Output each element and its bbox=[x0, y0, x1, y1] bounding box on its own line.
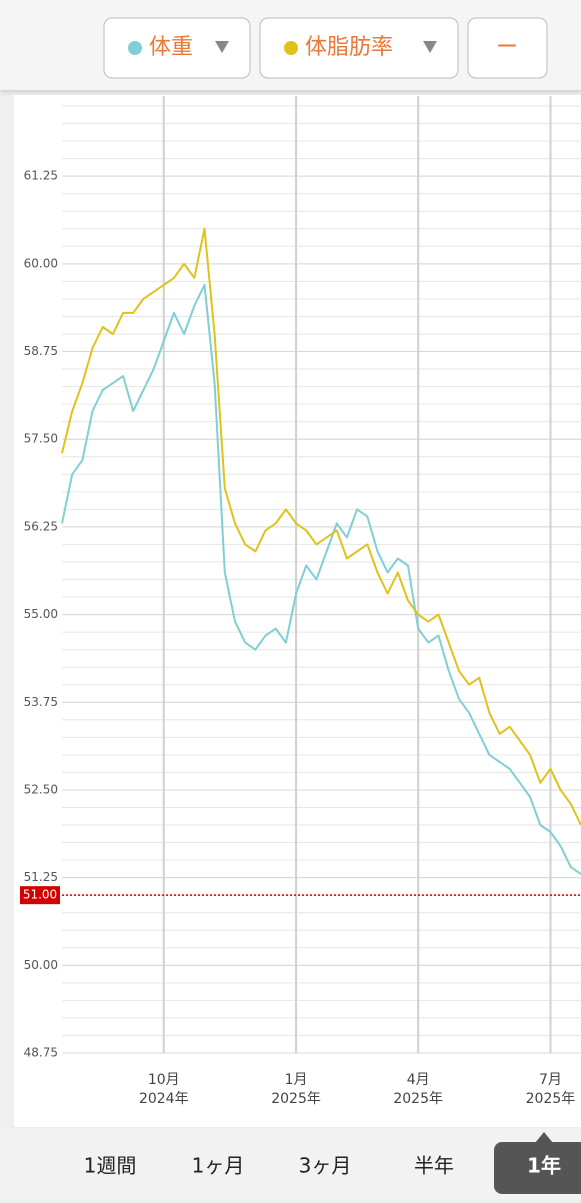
period-bar bbox=[0, 1128, 581, 1199]
y-tick-label: 52.50 bbox=[24, 782, 58, 796]
x-tick-label: 4月 bbox=[407, 1072, 430, 1088]
button-label: ー bbox=[496, 35, 518, 60]
tab-notch bbox=[535, 1132, 553, 1143]
x-tick-label: 2025年 bbox=[526, 1091, 576, 1107]
legend-label: 体脂肪率 bbox=[305, 35, 393, 60]
x-tick-label: 2024年 bbox=[139, 1091, 189, 1107]
period-tabs: 1週間 1ヶ月 3ヶ月 半年 1年 bbox=[84, 1132, 581, 1194]
extra-button[interactable]: ー bbox=[467, 17, 548, 79]
series-line bbox=[61, 283, 581, 875]
y-tick-label: 56.25 bbox=[24, 519, 58, 533]
plot: 48.75 50.00 51.25 52.50 53.75 55.00 56.25 57.50… bbox=[20, 96, 581, 1107]
y-tick-label: 50.00 bbox=[24, 958, 58, 972]
legend-label: 体重 bbox=[149, 35, 193, 60]
x-tick-label: 10月 bbox=[148, 1072, 180, 1088]
y-tick-label: 48.75 bbox=[24, 1046, 58, 1060]
selected-tab bbox=[494, 1142, 581, 1194]
period-tab[interactable]: 3ヶ月 bbox=[299, 1154, 352, 1178]
y-tick-label: 61.25 bbox=[24, 169, 58, 183]
period-tab[interactable]: 1年 bbox=[527, 1154, 561, 1178]
reference-label: 51.00 bbox=[23, 888, 57, 902]
x-tick-label: 2025年 bbox=[271, 1091, 321, 1107]
x-tick-label: 1月 bbox=[285, 1072, 308, 1088]
y-tick-label: 60.00 bbox=[24, 256, 58, 270]
legend-dot bbox=[284, 41, 298, 55]
button-frame bbox=[103, 17, 251, 79]
button-frame bbox=[467, 17, 548, 79]
series-line bbox=[61, 227, 581, 826]
x-tick-label: 7月 bbox=[539, 1072, 562, 1088]
chart-card bbox=[14, 95, 581, 1127]
dropdown-arrow bbox=[215, 41, 229, 53]
period-tab[interactable]: 1ヶ月 bbox=[192, 1154, 245, 1178]
series-0-button[interactable]: 体重 bbox=[103, 17, 251, 79]
x-tick-label: 2025年 bbox=[393, 1091, 443, 1107]
dropdown-arrow bbox=[423, 41, 437, 53]
period-tab[interactable]: 半年 bbox=[414, 1154, 454, 1178]
period-tab[interactable]: 1週間 bbox=[84, 1154, 137, 1178]
reference-label-box bbox=[20, 886, 60, 905]
y-tick-label: 58.75 bbox=[24, 344, 58, 358]
series-1-button[interactable]: 体脂肪率 bbox=[259, 17, 459, 79]
y-tick-label: 51.25 bbox=[24, 870, 58, 884]
y-tick-label: 57.50 bbox=[24, 432, 58, 446]
button-frame bbox=[259, 17, 459, 79]
legend-dot bbox=[128, 41, 142, 55]
y-tick-label: 55.00 bbox=[24, 607, 58, 621]
y-tick-label: 53.75 bbox=[24, 695, 58, 709]
